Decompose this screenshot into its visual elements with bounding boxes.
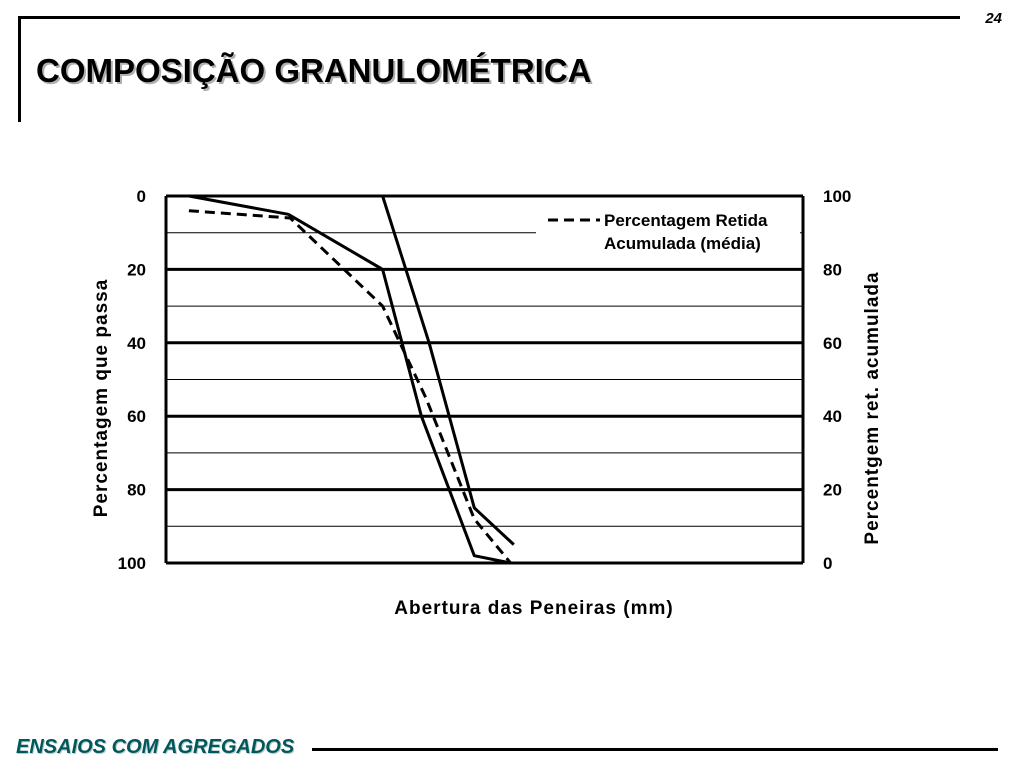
frame-left-line bbox=[18, 16, 21, 122]
left-axis-title: Percentagem que passa bbox=[91, 279, 112, 518]
right-tick-label: 0 bbox=[823, 554, 832, 573]
left-tick-label: 80 bbox=[127, 481, 146, 500]
left-tick-label: 60 bbox=[127, 407, 146, 426]
footer-line bbox=[312, 748, 998, 751]
right-axis-title: Percentgem ret. acumulada bbox=[862, 271, 883, 544]
footer-label: ENSAIOS COM AGREGADOS bbox=[16, 736, 295, 758]
series-layer bbox=[188, 194, 515, 565]
ticks-layer: 0 100 20 80 40 60 60 40 80 20 100 0 bbox=[118, 187, 852, 573]
page-number: 24 bbox=[985, 10, 1002, 27]
series-line-2 bbox=[381, 195, 515, 546]
right-tick-label: 100 bbox=[823, 187, 851, 206]
frame-top-line bbox=[18, 16, 960, 19]
right-tick-label: 60 bbox=[823, 334, 842, 353]
right-tick-label: 40 bbox=[823, 407, 842, 426]
left-tick-label: 40 bbox=[127, 334, 146, 353]
series-line-3 bbox=[188, 209, 512, 564]
left-tick-label: 100 bbox=[118, 554, 146, 573]
legend: Percentagem Retida Acumulada (média) bbox=[536, 204, 800, 262]
legend-label-line1: Percentagem Retida bbox=[604, 211, 768, 230]
left-tick-label: 0 bbox=[137, 187, 146, 206]
right-tick-label: 80 bbox=[823, 260, 842, 279]
left-tick-label: 20 bbox=[127, 260, 146, 279]
legend-background bbox=[536, 204, 800, 262]
series-line-1 bbox=[188, 194, 511, 565]
grid-layer bbox=[164, 194, 805, 565]
legend-label-line2: Acumulada (média) bbox=[604, 234, 761, 253]
slide-title: COMPOSIÇÃO GRANULOMÉTRICA bbox=[36, 52, 592, 89]
right-tick-label: 20 bbox=[823, 481, 842, 500]
x-axis-title: Abertura das Peneiras (mm) bbox=[394, 598, 673, 619]
